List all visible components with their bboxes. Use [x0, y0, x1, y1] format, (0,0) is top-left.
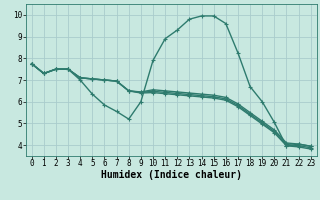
X-axis label: Humidex (Indice chaleur): Humidex (Indice chaleur) [101, 170, 242, 180]
